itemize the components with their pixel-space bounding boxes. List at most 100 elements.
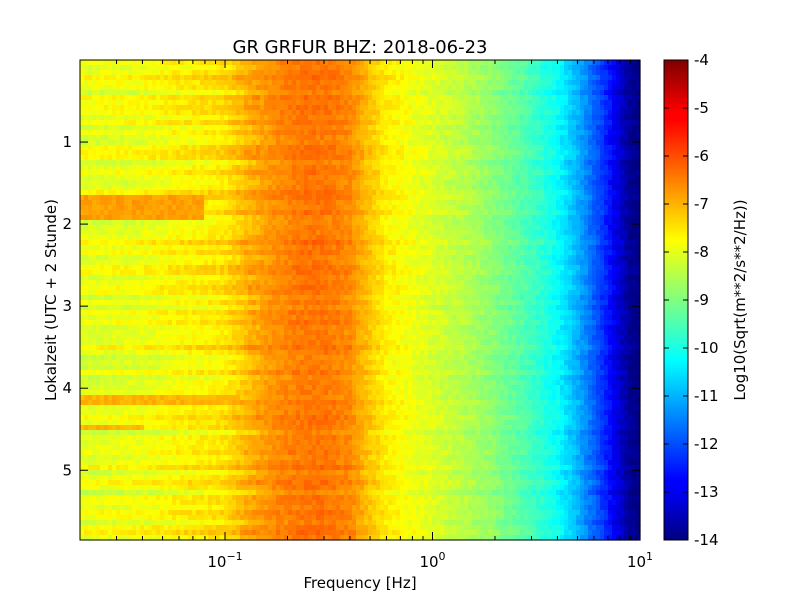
- heatmap-cell: [536, 80, 541, 86]
- heatmap-cell: [624, 225, 629, 231]
- heatmap-cell: [448, 235, 453, 241]
- heatmap-cell: [396, 205, 401, 211]
- heatmap-cell: [120, 120, 125, 126]
- heatmap-cell: [440, 230, 445, 236]
- heatmap-cell: [348, 195, 353, 201]
- heatmap-cell: [116, 70, 121, 76]
- heatmap-cell: [328, 165, 333, 171]
- heatmap-cell: [224, 200, 229, 206]
- heatmap-cell: [332, 190, 337, 196]
- heatmap-cell: [84, 85, 89, 91]
- heatmap-cell: [364, 170, 369, 176]
- heatmap-cell: [252, 115, 257, 121]
- heatmap-cell: [632, 90, 637, 96]
- heatmap-cell: [412, 235, 417, 241]
- heatmap-cell: [608, 105, 613, 111]
- heatmap-cell: [300, 165, 305, 171]
- heatmap-cell: [520, 90, 525, 96]
- heatmap-cell: [468, 80, 473, 86]
- heatmap-cell: [624, 70, 629, 76]
- heatmap-cell: [148, 80, 153, 86]
- heatmap-cell: [460, 115, 465, 121]
- heatmap-cell: [128, 190, 133, 196]
- heatmap-cell: [264, 215, 269, 221]
- heatmap-cell: [168, 120, 173, 126]
- heatmap-cell: [496, 110, 501, 116]
- heatmap-cell: [80, 225, 85, 231]
- heatmap-cell: [564, 195, 569, 201]
- heatmap-cell: [496, 225, 501, 231]
- heatmap-cell: [128, 125, 133, 131]
- heatmap-cell: [316, 95, 321, 101]
- heatmap-cell: [544, 65, 549, 71]
- heatmap-cell: [600, 170, 605, 176]
- heatmap-cell: [364, 140, 369, 146]
- heatmap-cell: [556, 175, 561, 181]
- heatmap-cell: [412, 80, 417, 86]
- heatmap-cell: [268, 105, 273, 111]
- heatmap-cell: [172, 210, 177, 216]
- heatmap-cell: [272, 215, 277, 221]
- heatmap-cell: [184, 115, 189, 121]
- heatmap-cell: [436, 85, 441, 91]
- heatmap-cell: [288, 225, 293, 231]
- heatmap-cell: [84, 110, 89, 116]
- heatmap-cell: [336, 60, 341, 66]
- heatmap-cell: [324, 195, 329, 201]
- heatmap-cell: [92, 85, 97, 91]
- heatmap-cell: [448, 90, 453, 96]
- heatmap-cell: [396, 220, 401, 226]
- heatmap-cell: [548, 95, 553, 101]
- heatmap-cell: [520, 185, 525, 191]
- heatmap-cell: [204, 110, 209, 116]
- heatmap-cell: [348, 120, 353, 126]
- heatmap-cell: [352, 110, 357, 116]
- heatmap-cell: [132, 170, 137, 176]
- heatmap-cell: [508, 100, 513, 106]
- heatmap-cell: [540, 105, 545, 111]
- heatmap-cell: [128, 95, 133, 101]
- heatmap-cell: [332, 175, 337, 181]
- heatmap-cell: [612, 120, 617, 126]
- heatmap-cell: [124, 105, 129, 111]
- heatmap-cell: [332, 75, 337, 81]
- heatmap-cell: [572, 225, 577, 231]
- heatmap-cell: [368, 130, 373, 136]
- heatmap-cell: [532, 210, 537, 216]
- heatmap-cell: [376, 115, 381, 121]
- heatmap-cell: [140, 220, 145, 226]
- heatmap-cell: [264, 115, 269, 121]
- heatmap-cell: [444, 110, 449, 116]
- heatmap-cell: [416, 125, 421, 131]
- heatmap-cell: [292, 200, 297, 206]
- heatmap-cell: [536, 150, 541, 156]
- heatmap-cell: [80, 105, 85, 111]
- heatmap-cell: [180, 165, 185, 171]
- heatmap-cell: [480, 100, 485, 106]
- heatmap-cell: [156, 105, 161, 111]
- heatmap-cell: [452, 220, 457, 226]
- heatmap-cell: [108, 230, 113, 236]
- heatmap-cell: [264, 195, 269, 201]
- heatmap-cell: [324, 175, 329, 181]
- heatmap-cell: [572, 180, 577, 186]
- heatmap-cell: [516, 175, 521, 181]
- heatmap-cell: [472, 110, 477, 116]
- heatmap-cell: [108, 135, 113, 141]
- heatmap-cell: [368, 210, 373, 216]
- heatmap-cell: [476, 155, 481, 161]
- heatmap-cell: [512, 125, 517, 131]
- heatmap-cell: [572, 230, 577, 236]
- heatmap-cell: [464, 160, 469, 166]
- heatmap-cell: [548, 195, 553, 201]
- heatmap-cell: [440, 130, 445, 136]
- heatmap-cell: [348, 185, 353, 191]
- heatmap-cell: [540, 190, 545, 196]
- heatmap-cell: [252, 220, 257, 226]
- heatmap-cell: [336, 80, 341, 86]
- heatmap-cell: [544, 105, 549, 111]
- heatmap-cell: [548, 225, 553, 231]
- heatmap-cell: [312, 220, 317, 226]
- heatmap-cell: [476, 75, 481, 81]
- heatmap-cell: [388, 70, 393, 76]
